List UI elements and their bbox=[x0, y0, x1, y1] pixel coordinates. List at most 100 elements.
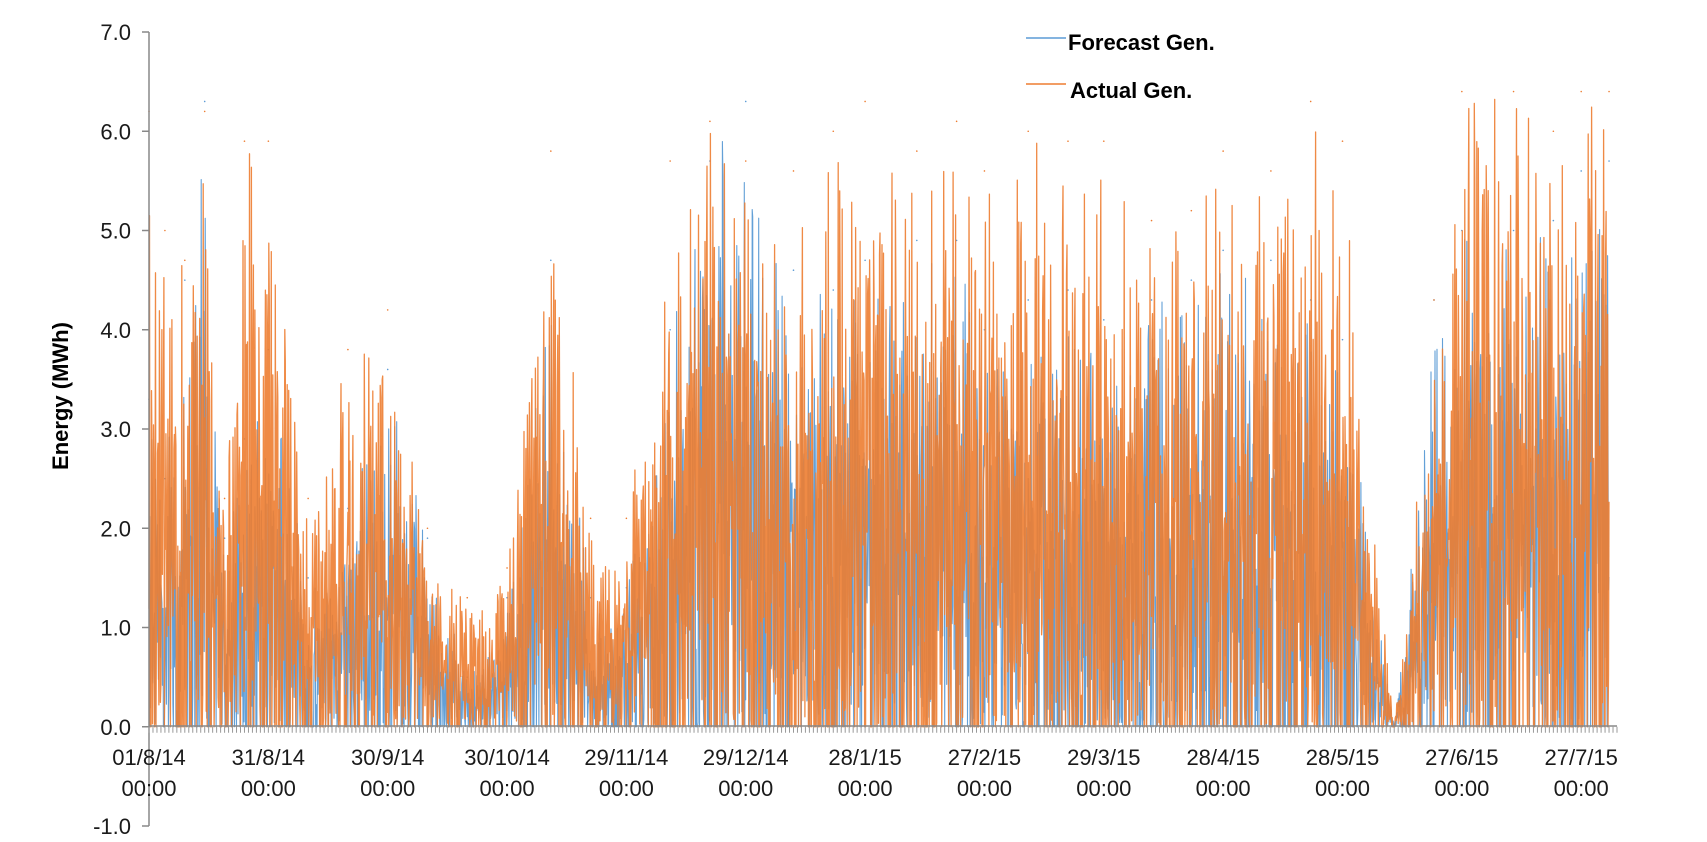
data-point bbox=[307, 497, 309, 500]
x-tick-time-label: 00:00 bbox=[599, 776, 654, 801]
data-point bbox=[223, 497, 226, 500]
data-point bbox=[1580, 170, 1582, 172]
data-point bbox=[243, 140, 246, 142]
x-tick-time-label: 00:00 bbox=[718, 776, 773, 801]
x-tick-time-label: 00:00 bbox=[838, 776, 893, 801]
data-point bbox=[1270, 259, 1272, 262]
legend-actual-label: Actual Gen. bbox=[1070, 78, 1192, 103]
data-point bbox=[203, 100, 206, 103]
data-point bbox=[1102, 319, 1105, 321]
data-point bbox=[1461, 90, 1463, 93]
y-tick-label: 1.0 bbox=[100, 616, 131, 641]
x-axis-ticks: 01/8/14 00:00 31/8/14 00:00 30/9/14 00:00 30/1… bbox=[112, 745, 1618, 801]
data-point bbox=[426, 527, 429, 530]
x-tick-date-label: 27/6/15 bbox=[1425, 745, 1498, 770]
data-point bbox=[1608, 160, 1610, 162]
x-tick-date-label: 27/2/15 bbox=[948, 745, 1021, 770]
y-tick-label: 6.0 bbox=[100, 119, 131, 144]
x-tick-date-label: 01/8/14 bbox=[112, 745, 185, 770]
data-point bbox=[625, 517, 628, 520]
data-point bbox=[983, 170, 986, 172]
x-tick-date-label: 28/1/15 bbox=[828, 745, 901, 770]
y-tick-label: 5.0 bbox=[100, 219, 131, 244]
data-point bbox=[1309, 100, 1312, 103]
data-point bbox=[744, 100, 747, 103]
data-point bbox=[267, 140, 270, 142]
x-tick-date-label: 31/8/14 bbox=[232, 745, 305, 770]
data-point bbox=[1270, 170, 1272, 172]
data-point bbox=[1190, 279, 1193, 281]
data-point bbox=[916, 239, 918, 242]
y-tick-label: 4.0 bbox=[100, 318, 131, 343]
data-point bbox=[184, 259, 186, 262]
data-point bbox=[864, 100, 866, 103]
data-point bbox=[1067, 140, 1069, 142]
y-axis-ticks: 7.0 6.0 5.0 4.0 3.0 2.0 1.0 0.0 -1.0 bbox=[93, 20, 149, 839]
x-tick-time-label: 00:00 bbox=[121, 776, 176, 801]
data-point bbox=[792, 170, 795, 172]
data-point bbox=[1027, 299, 1030, 301]
data-point bbox=[506, 567, 508, 569]
x-tick-date-label: 30/9/14 bbox=[351, 745, 424, 770]
data-point bbox=[1102, 140, 1105, 142]
x-axis-minor-ticks bbox=[148, 726, 1618, 733]
data-point bbox=[1150, 299, 1153, 301]
x-tick-date-label: 27/7/15 bbox=[1544, 745, 1617, 770]
x-tick-time-label: 00:00 bbox=[360, 776, 415, 801]
data-point bbox=[1341, 140, 1344, 142]
data-point bbox=[550, 150, 552, 152]
data-point bbox=[1608, 90, 1610, 93]
legend-forecast-label: Forecast Gen. bbox=[1068, 30, 1215, 55]
x-tick-time-label: 00:00 bbox=[1076, 776, 1131, 801]
x-tick-time-label: 00:00 bbox=[1315, 776, 1370, 801]
data-point bbox=[466, 596, 469, 599]
data-point bbox=[1222, 249, 1224, 252]
data-point bbox=[347, 348, 349, 351]
data-point bbox=[589, 517, 592, 520]
data-point bbox=[386, 368, 389, 371]
data-point bbox=[669, 160, 671, 162]
data-point bbox=[1150, 219, 1153, 222]
data-point bbox=[307, 577, 309, 579]
y-axis-title: Energy (MWh) bbox=[48, 322, 73, 470]
x-tick-date-label: 28/5/15 bbox=[1306, 745, 1379, 770]
data-point bbox=[550, 259, 552, 262]
data-point bbox=[1552, 130, 1555, 133]
data-point bbox=[1190, 209, 1193, 212]
data-point bbox=[744, 160, 747, 162]
data-point bbox=[832, 289, 835, 291]
series-line bbox=[148, 98, 1610, 728]
x-tick-time-label: 00:00 bbox=[1196, 776, 1251, 801]
y-tick-label: 3.0 bbox=[100, 417, 131, 442]
x-tick-date-label: 29/12/14 bbox=[703, 745, 789, 770]
x-tick-time-label: 00:00 bbox=[480, 776, 535, 801]
data-point bbox=[955, 120, 958, 123]
x-tick-date-label: 28/4/15 bbox=[1186, 745, 1259, 770]
data-point bbox=[184, 279, 186, 281]
data-point bbox=[1222, 150, 1224, 152]
data-point bbox=[386, 309, 389, 311]
x-tick-time-label: 00:00 bbox=[957, 776, 1012, 801]
data-point bbox=[1433, 299, 1435, 301]
y-tick-label: 0.0 bbox=[100, 715, 131, 740]
data-point bbox=[164, 229, 166, 232]
x-tick-time-label: 00:00 bbox=[1554, 776, 1609, 801]
data-point bbox=[426, 537, 429, 539]
data-point bbox=[1512, 90, 1515, 93]
legend: Forecast Gen. Actual Gen. bbox=[1026, 30, 1215, 103]
data-point bbox=[864, 259, 866, 262]
data-point bbox=[1552, 219, 1555, 222]
data-point bbox=[1341, 338, 1344, 341]
data-point bbox=[1512, 229, 1515, 232]
data-point bbox=[709, 120, 711, 123]
data-point bbox=[832, 130, 835, 133]
data-point bbox=[916, 150, 918, 152]
y-tick-label: -1.0 bbox=[93, 814, 131, 839]
x-tick-date-label: 29/11/14 bbox=[584, 745, 668, 770]
series-actual bbox=[148, 90, 1610, 728]
data-point bbox=[203, 110, 206, 113]
y-tick-label: 2.0 bbox=[100, 516, 131, 541]
data-point bbox=[669, 328, 671, 331]
x-tick-date-label: 30/10/14 bbox=[464, 745, 550, 770]
